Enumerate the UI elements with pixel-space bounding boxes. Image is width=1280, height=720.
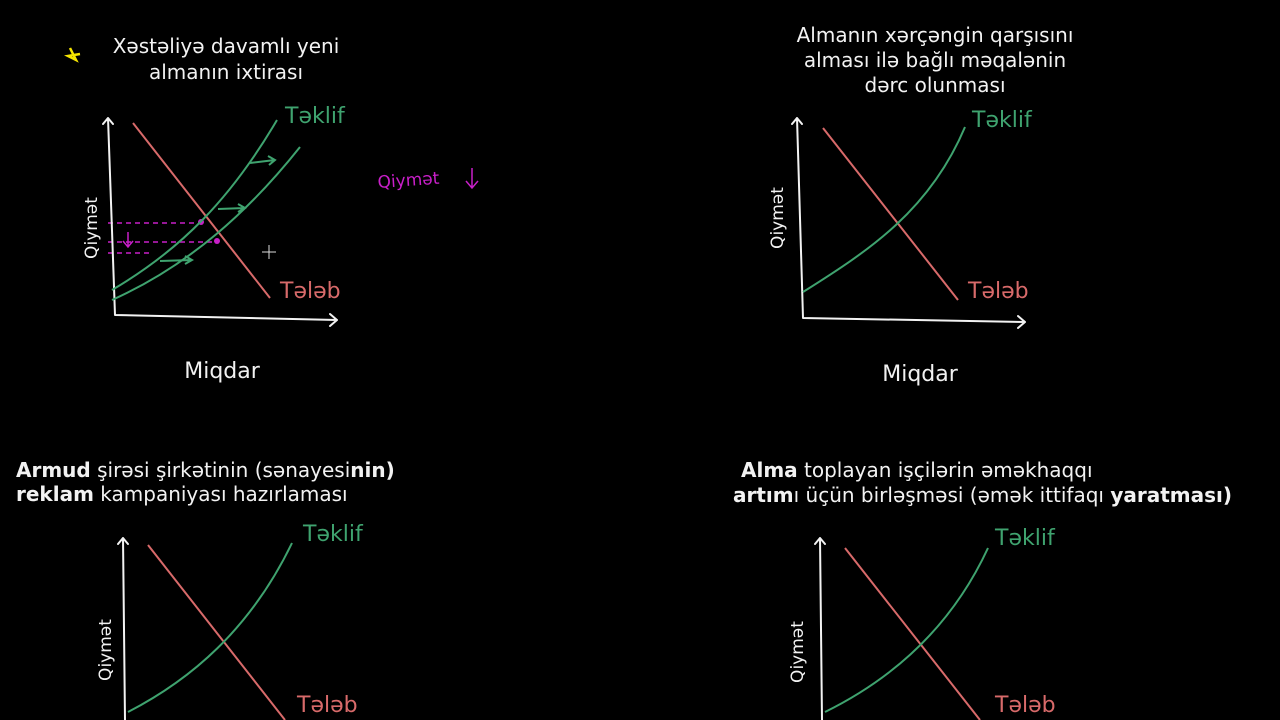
panel: Təklif Tələb Qiymət Armud şirəsi şirkətinin… (16, 458, 395, 720)
title-line: alması ilə bağlı məqalənin (804, 48, 1066, 72)
x-axis-label: Miqdar (184, 359, 261, 384)
title-segment: artım (733, 483, 794, 507)
title-line: Xəstəliyə davamlı yeni (113, 34, 340, 58)
panel: Təklif Tələb Qiymət Miqdar Qiymət Xəstəliyə d… (82, 34, 440, 385)
demand-curve (147, 544, 286, 720)
demand-label: Tələb (279, 279, 341, 304)
supply-curve (824, 547, 989, 713)
supply-label: Təklif (284, 104, 346, 129)
title-segment: Xəstəliyə davamlı yeni (113, 34, 340, 58)
supply-label: Təklif (302, 522, 364, 547)
title-segment: ı üçün birləşməsi (əmək ittifaqı (794, 483, 1111, 507)
title-line: Almanın xərçəngin qarşısını (797, 23, 1074, 47)
x-axis-label: Miqdar (882, 362, 959, 387)
axes (102, 117, 338, 327)
axes (791, 117, 1026, 329)
panel: Təklif Tələb Qiymət Miqdar Almanın xərçəngin… (768, 23, 1073, 388)
y-axis-label: Qiymət (768, 187, 788, 249)
title-segment: reklam (16, 482, 94, 506)
equilibrium-dot (214, 238, 220, 244)
demand-label: Tələb (994, 693, 1056, 718)
title-line: almanın ixtirası (149, 60, 303, 84)
y-axis-label: Qiymət (788, 621, 808, 683)
title-segment: alması ilə bağlı məqalənin (804, 48, 1066, 72)
title-segment: Almanın xərçəngin qarşısını (797, 23, 1074, 47)
axes (117, 537, 129, 720)
title-segment: Armud (16, 458, 91, 482)
demand-curve (844, 547, 981, 720)
down-arrow (122, 232, 134, 249)
title-line: Armud şirəsi şirkətinin (sənayesinin) (16, 458, 395, 482)
title-line: dərc olunması (865, 73, 1006, 97)
supply-curve (111, 119, 278, 291)
title-line: Alma toplayan işçilərin əməkhaqqı (741, 458, 1093, 482)
axes (814, 537, 826, 720)
supply-label: Təklif (971, 108, 1033, 133)
y-axis-label: Qiymət (82, 197, 102, 259)
title-segment: şirəsi şirkətinin (sənayesi (91, 458, 351, 482)
title-segment: kampaniyası hazırlaması (94, 482, 348, 506)
title-segment: toplayan işçilərin əməkhaqqı (798, 458, 1093, 482)
supply-curve (111, 146, 301, 301)
demand-label: Tələb (967, 279, 1029, 304)
panel: Təklif Tələb Qiymət Alma toplayan işçilərin… (733, 458, 1232, 720)
title-line: artımı üçün birləşməsi (əmək ittifaqı ya… (733, 483, 1232, 507)
price-note: Qiymət (377, 169, 440, 193)
demand-curve (132, 122, 271, 299)
supply-label: Təklif (994, 526, 1056, 551)
demand-curve (822, 127, 959, 301)
title-segment: yaratması) (1110, 483, 1232, 507)
title-segment: dərc olunması (865, 73, 1006, 97)
title-segment: almanın ixtirası (149, 60, 303, 84)
cursor (262, 245, 276, 259)
star-icon (64, 47, 81, 63)
demand-label: Tələb (296, 693, 358, 718)
title-segment: Alma (741, 458, 798, 482)
down-arrow (465, 168, 479, 190)
title-line: reklam kampaniyası hazırlaması (16, 482, 348, 506)
y-axis-label: Qiymət (96, 619, 116, 681)
title-segment: nin) (350, 458, 394, 482)
dashed-lines (108, 222, 218, 254)
supply-curve (802, 126, 966, 293)
supply-curve (127, 542, 293, 713)
